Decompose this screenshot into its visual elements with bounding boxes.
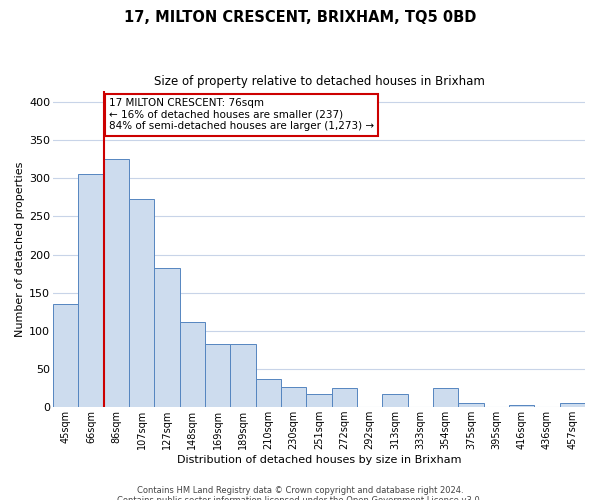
Bar [180, 322, 205, 407]
Bar [154, 268, 180, 407]
Bar [79, 174, 104, 407]
Bar [53, 304, 79, 407]
Bar [307, 394, 332, 407]
X-axis label: Distribution of detached houses by size in Brixham: Distribution of detached houses by size … [177, 455, 461, 465]
Text: 17, MILTON CRESCENT, BRIXHAM, TQ5 0BD: 17, MILTON CRESCENT, BRIXHAM, TQ5 0BD [124, 10, 476, 25]
Text: 17 MILTON CRESCENT: 76sqm
← 16% of detached houses are smaller (237)
84% of semi: 17 MILTON CRESCENT: 76sqm ← 16% of detac… [109, 98, 374, 132]
Text: Contains HM Land Registry data © Crown copyright and database right 2024.: Contains HM Land Registry data © Crown c… [137, 486, 463, 495]
Bar [104, 159, 129, 407]
Title: Size of property relative to detached houses in Brixham: Size of property relative to detached ho… [154, 75, 484, 88]
Bar [433, 388, 458, 407]
Bar [129, 199, 154, 407]
Bar [281, 386, 307, 407]
Bar [560, 404, 585, 407]
Bar [332, 388, 357, 407]
Bar [230, 344, 256, 407]
Text: Contains public sector information licensed under the Open Government Licence v3: Contains public sector information licen… [118, 496, 482, 500]
Bar [205, 344, 230, 407]
Bar [382, 394, 407, 407]
Bar [458, 404, 484, 407]
Bar [509, 405, 535, 407]
Bar [256, 379, 281, 407]
Y-axis label: Number of detached properties: Number of detached properties [15, 161, 25, 336]
